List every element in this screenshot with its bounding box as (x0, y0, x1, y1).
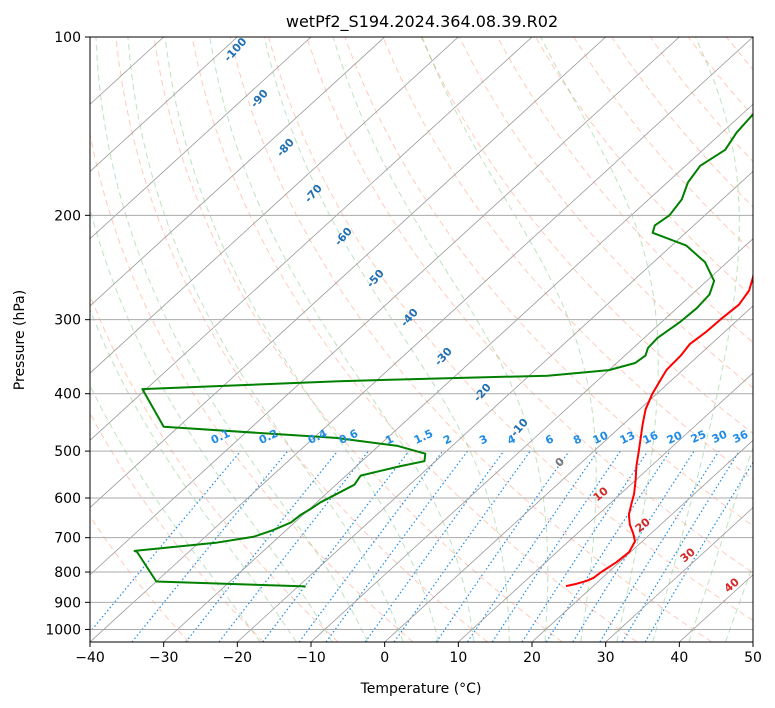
moist-adiabat (725, 564, 753, 642)
dry-adiabat (535, 37, 753, 298)
mixing-ratio-line (298, 450, 444, 642)
x-axis-label: Temperature (°C) (360, 681, 482, 697)
x-tick-label: −20 (223, 650, 253, 666)
mixing-ratio-line (521, 450, 649, 642)
dewpoint-line (133, 112, 753, 588)
series-layer (133, 112, 753, 588)
mixing-ratio-line (185, 450, 339, 642)
y-tick-label: 500 (54, 444, 81, 460)
moist-adiabat (90, 384, 261, 642)
mixing-ratio-line (364, 450, 505, 642)
y-tick-label: 700 (54, 531, 81, 547)
isotherm (531, 439, 753, 642)
y-tick-label: 600 (54, 491, 81, 507)
dry-adiabat (115, 37, 488, 642)
isotherm (90, 37, 753, 642)
mixing-ratio-line (325, 450, 468, 642)
moist-adiabat (127, 37, 404, 642)
y-tick-label: 800 (54, 565, 81, 581)
dry-adiabat (268, 37, 753, 622)
isotherm (384, 305, 753, 642)
temperature-line (565, 271, 753, 588)
dry-adiabat (306, 37, 753, 574)
dry-adiabat (90, 412, 264, 642)
dry-adiabat (382, 37, 753, 481)
x-tick-label: −40 (75, 650, 105, 666)
mixing-ratio-line (262, 450, 410, 642)
x-tick-label: −30 (149, 650, 179, 666)
x-tick-label: 50 (744, 650, 762, 666)
moist-adiabat (688, 445, 753, 642)
mixing-ratio-line (545, 450, 671, 642)
isotherm (605, 507, 753, 642)
x-tick-label: 40 (670, 650, 688, 666)
x-tick-label: −10 (296, 650, 326, 666)
dry-adiabat (153, 37, 563, 642)
isotherm (90, 37, 312, 240)
y-tick-label: 300 (54, 313, 81, 329)
x-tick-label: 20 (523, 650, 541, 666)
x-axis: −40 −30 −20 −10 0 10 20 30 40 50 (75, 642, 762, 666)
plot-frame (89, 36, 754, 643)
mixing-ratio-line (572, 450, 695, 642)
dry-adiabat (90, 515, 190, 642)
mixing-ratio-label: 20 (665, 429, 685, 447)
mixing-ratio-label: 10 (591, 429, 611, 447)
isotherm (163, 103, 753, 642)
isotherm (90, 37, 459, 374)
mixing-ratio-line (491, 450, 621, 642)
background-lines (90, 37, 753, 642)
mixing-ratio-line (131, 450, 289, 642)
dry-adiabat (496, 37, 753, 344)
isotherm (90, 37, 606, 509)
x-tick-label: 30 (597, 650, 615, 666)
y-tick-label: 900 (54, 595, 81, 611)
isotherm (90, 37, 385, 307)
dry-adiabat (229, 37, 712, 642)
dry-adiabat (191, 37, 638, 642)
isotherm (237, 170, 753, 642)
mixing-ratio-line (621, 450, 740, 642)
y-tick-label: 200 (54, 208, 81, 224)
mixing-ratio-label: 13 (618, 429, 637, 447)
mixing-ratio-label: 25 (689, 428, 708, 446)
y-tick-label: 100 (54, 30, 81, 46)
moist-adiabat (332, 37, 549, 642)
x-tick-label: 10 (449, 650, 467, 666)
mixing-ratio-label: 16 (641, 429, 661, 447)
isotherm (310, 238, 753, 642)
mixing-ratio-line (466, 450, 599, 642)
moist-adiabat (164, 37, 439, 642)
x-tick-label: 0 (380, 650, 389, 666)
y-axis-label: Pressure (hPa) (12, 290, 28, 390)
moist-adiabat (90, 206, 333, 642)
moist-adiabat (652, 37, 740, 642)
mixing-ratio-line (435, 450, 570, 642)
moist-adiabat (209, 37, 475, 642)
isotherm (90, 37, 238, 172)
mixing-ratio-line (90, 450, 242, 633)
dry-adiabat (90, 131, 414, 642)
mixing-ratio-label: 30 (710, 428, 730, 446)
moist-adiabat (421, 37, 597, 642)
mixing-ratio-label: 36 (731, 428, 751, 446)
isotherm (90, 37, 680, 576)
y-tick-label: 400 (54, 387, 81, 403)
y-tick-label: 1000 (45, 622, 81, 638)
moist-adiabat (95, 37, 369, 642)
y-axis: 100 200 300 400 500 600 700 800 900 1000 (45, 30, 90, 638)
isotherm (90, 37, 533, 441)
chart-title: wetPf2_S194.2024.364.08.39.R02 (286, 12, 558, 32)
moist-adiabat (263, 37, 510, 642)
isotherm (458, 372, 753, 642)
